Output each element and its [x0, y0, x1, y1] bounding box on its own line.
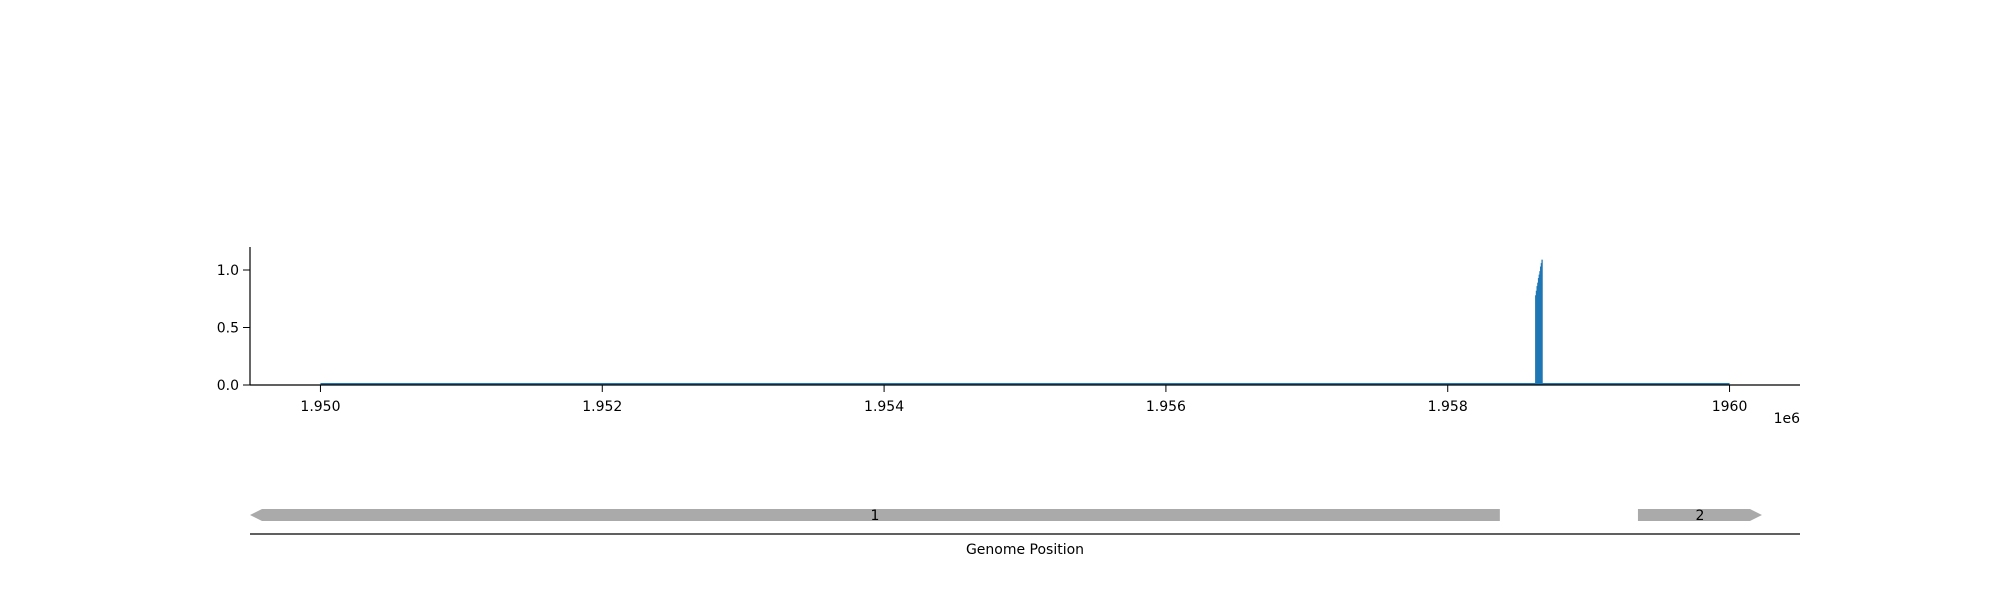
coverage-bar — [1540, 266, 1542, 385]
coverage-bar — [1537, 278, 1540, 385]
coverage-bar — [1540, 263, 1543, 385]
coverage-bar — [1539, 271, 1541, 385]
coverage-bar — [1536, 286, 1538, 385]
x-tick-label: 1.950 — [300, 399, 340, 415]
x-tick-label: 1960 — [1712, 399, 1748, 415]
y-tick-label: 0.0 — [217, 378, 239, 394]
x-offset-label: 1e6 — [1774, 411, 1801, 427]
x-tick-label: 1.952 — [582, 399, 622, 415]
coverage-bar — [1535, 290, 1538, 385]
x-tick-label: 1.956 — [1146, 399, 1186, 415]
x-axis-label: Genome Position — [966, 542, 1084, 558]
x-ticks: 1.950 1.952 1.954 1.956 1.958 1960 — [300, 385, 1747, 415]
coverage-bar — [1537, 282, 1539, 385]
coverage-bars — [1535, 259, 1543, 385]
x-tick-label: 1.958 — [1428, 399, 1468, 415]
coverage-bar — [1541, 259, 1543, 385]
y-tick-label: 1.0 — [217, 263, 239, 279]
gene-label: 2 — [1695, 508, 1704, 524]
gene-label: 1 — [870, 508, 879, 524]
x-tick-label: 1.954 — [864, 399, 904, 415]
gene-arrow — [1637, 509, 1762, 521]
coverage-bar — [1535, 295, 1537, 385]
coverage-bar — [1538, 274, 1540, 385]
y-tick-label: 0.5 — [217, 321, 239, 337]
coverage-plot: 0.00.51.0 1.950 1.952 1.954 1.956 1.958 1960 … — [217, 247, 1800, 427]
gene-arrow — [250, 509, 1500, 521]
y-ticks: 0.0 0.5 1.0 — [217, 263, 250, 394]
